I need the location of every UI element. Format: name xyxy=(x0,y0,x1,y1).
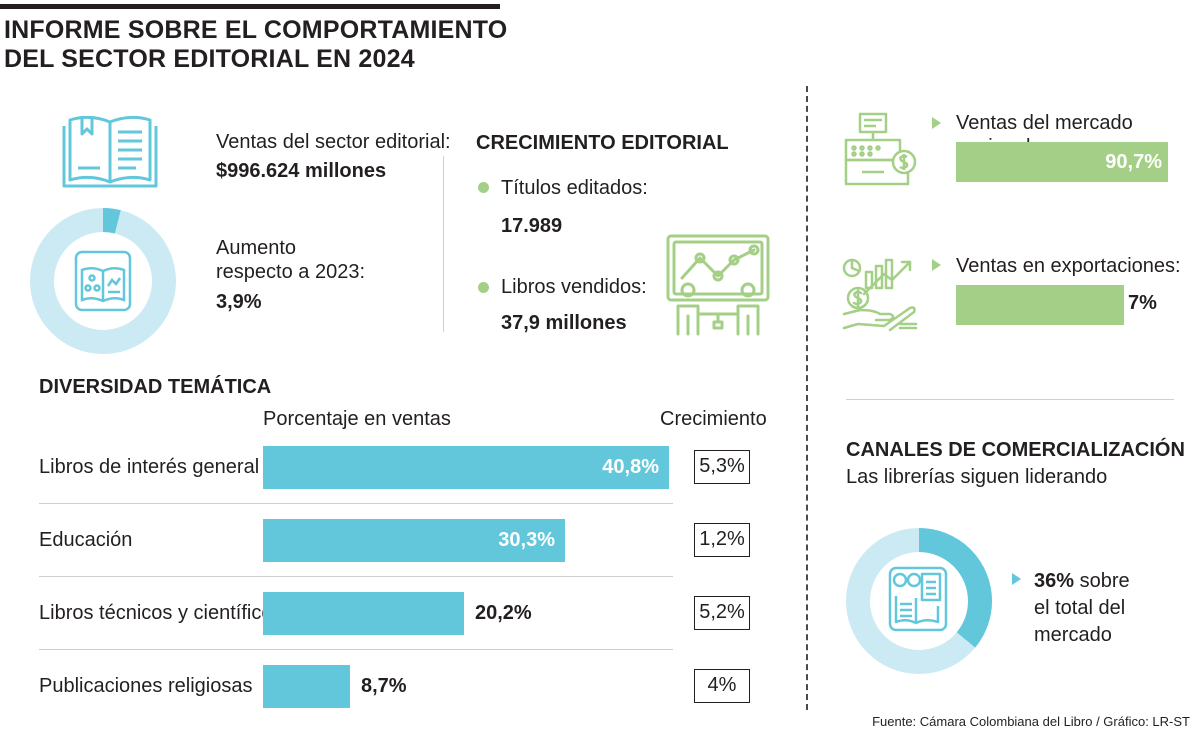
row-divider xyxy=(39,649,673,650)
arrow-icon xyxy=(932,259,941,271)
bar-value-label: 20,2% xyxy=(475,602,532,624)
national-sales-value: 90,7% xyxy=(1105,151,1162,173)
row-divider xyxy=(39,503,673,504)
category-label: Libros técnicos y científicos xyxy=(39,602,283,624)
channels-text-line-1: sobre xyxy=(1074,570,1130,592)
growth-column-header: Crecimiento xyxy=(660,408,767,430)
top-rule xyxy=(0,4,500,9)
export-money-icon xyxy=(842,258,918,332)
bullet-icon xyxy=(478,282,489,293)
book-chart-icon xyxy=(74,250,132,312)
right-divider xyxy=(846,399,1174,400)
presentation-chart-icon xyxy=(666,234,770,336)
channels-donut xyxy=(846,528,992,674)
books-value: 37,9 millones xyxy=(501,312,627,334)
open-book-icon xyxy=(62,115,158,188)
titles-label: Títulos editados: xyxy=(501,177,648,199)
growth-value-box: 1,2% xyxy=(694,523,750,557)
increase-label-line-1: Aumento xyxy=(216,237,297,259)
glasses-book-icon xyxy=(888,566,948,632)
bar-value-label: 8,7% xyxy=(361,675,407,697)
bullet-icon xyxy=(478,182,489,193)
channels-text: 36% sobre el total del mercado xyxy=(1034,568,1130,649)
category-label: Libros de interés general xyxy=(39,456,260,478)
exports-label: Ventas en exportaciones: xyxy=(956,255,1181,277)
row-divider xyxy=(39,576,673,577)
increase-donut xyxy=(30,208,176,354)
bar xyxy=(263,519,565,562)
sales-label: Ventas del sector editorial: xyxy=(216,131,451,153)
channels-value: 36% xyxy=(1034,570,1075,592)
donut-segment xyxy=(846,528,992,674)
column-separator xyxy=(806,86,808,710)
channels-heading: CANALES DE COMERCIALIZACIÓN xyxy=(846,439,1185,461)
growth-value-box: 4% xyxy=(694,669,750,703)
cash-register-icon xyxy=(844,112,917,186)
category-label: Publicaciones religiosas xyxy=(39,675,253,697)
value-column-header: Porcentaje en ventas xyxy=(263,408,451,430)
increase-value: 3,9% xyxy=(216,291,262,313)
growth-value-box: 5,2% xyxy=(694,596,750,630)
donut-segment xyxy=(30,208,176,354)
bar xyxy=(263,592,464,635)
channels-text-line-2: el total del xyxy=(1034,597,1126,619)
bar-value-label: 40,8% xyxy=(602,456,659,478)
page-title: INFORME SOBRE EL COMPORTAMIENTO DEL SECT… xyxy=(4,16,507,74)
national-sales-bar xyxy=(956,142,1168,182)
channels-text-line-3: mercado xyxy=(1034,624,1112,646)
source-note: Fuente: Cámara Colombiana del Libro / Gr… xyxy=(872,714,1190,729)
title-line-2: DEL SECTOR EDITORIAL EN 2024 xyxy=(4,45,415,73)
increase-label-line-2: respecto a 2023: xyxy=(216,261,365,283)
arrow-icon xyxy=(1012,573,1021,585)
channels-subtitle: Las librerías siguen liderando xyxy=(846,466,1108,488)
bar xyxy=(263,446,669,489)
exports-value: 7% xyxy=(1128,292,1157,314)
increase-label: Aumento respecto a 2023: xyxy=(216,236,365,284)
chart-title: DIVERSIDAD TEMÁTICA xyxy=(39,376,272,398)
bar xyxy=(263,665,350,708)
bar-value-label: 30,3% xyxy=(498,529,555,551)
sales-value: $996.624 millones xyxy=(216,160,387,182)
arrow-icon xyxy=(932,117,941,129)
title-line-1: INFORME SOBRE EL COMPORTAMIENTO xyxy=(4,16,508,44)
growth-heading: CRECIMIENTO EDITORIAL xyxy=(476,132,729,154)
growth-value-box: 5,3% xyxy=(694,450,750,484)
section-separator xyxy=(443,156,444,332)
titles-value: 17.989 xyxy=(501,215,563,237)
exports-bar xyxy=(956,285,1124,325)
books-label: Libros vendidos: xyxy=(501,276,647,298)
category-label: Educación xyxy=(39,529,133,551)
